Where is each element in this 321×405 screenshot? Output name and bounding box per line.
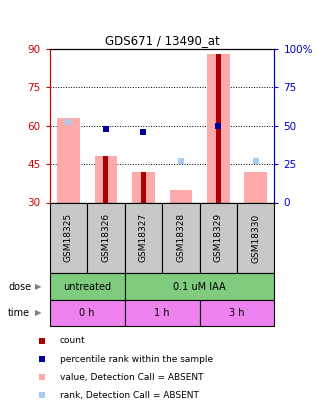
Bar [162,202,200,273]
Bar [132,172,155,202]
Text: ▶: ▶ [35,282,42,291]
Text: 0 h: 0 h [80,308,95,318]
Bar [57,118,80,202]
Bar [237,202,274,273]
Text: GSM18328: GSM18328 [176,213,185,262]
Bar [169,190,192,202]
Text: dose: dose [8,281,31,292]
Bar [125,273,274,300]
Text: time: time [8,308,30,318]
Title: GDS671 / 13490_at: GDS671 / 13490_at [105,34,220,47]
Text: rank, Detection Call = ABSENT: rank, Detection Call = ABSENT [60,391,199,400]
Text: GSM18325: GSM18325 [64,213,73,262]
Bar [216,54,221,202]
Text: count: count [60,336,85,345]
Text: percentile rank within the sample: percentile rank within the sample [60,354,213,364]
Text: GSM18327: GSM18327 [139,213,148,262]
Text: 3 h: 3 h [229,308,245,318]
Bar [125,202,162,273]
Bar [245,172,267,202]
Text: 0.1 uM IAA: 0.1 uM IAA [173,281,226,292]
Bar [200,300,274,326]
Text: 1 h: 1 h [154,308,170,318]
Bar [141,172,146,202]
Bar [95,156,117,202]
Bar [103,156,108,202]
Bar [125,300,200,326]
Bar [200,202,237,273]
Bar [87,202,125,273]
Bar [50,202,87,273]
Text: GSM18330: GSM18330 [251,213,260,262]
Text: untreated: untreated [63,281,111,292]
Text: GSM18326: GSM18326 [101,213,110,262]
Bar [50,273,125,300]
Text: ▶: ▶ [35,308,42,318]
Bar [50,300,125,326]
Bar [207,54,230,202]
Text: GSM18329: GSM18329 [214,213,223,262]
Text: value, Detection Call = ABSENT: value, Detection Call = ABSENT [60,373,203,382]
